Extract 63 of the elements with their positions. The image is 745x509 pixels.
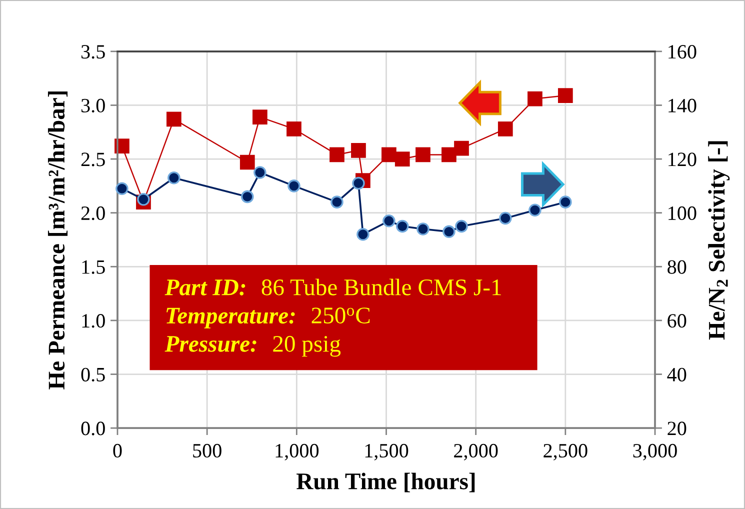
point xyxy=(416,222,430,236)
point xyxy=(166,112,182,127)
x-tick-label: 0 xyxy=(113,444,122,458)
y2-tick-label: 160 xyxy=(668,45,696,59)
point xyxy=(442,225,456,238)
y2-tick-label: 140 xyxy=(668,98,696,112)
x-tick-label: 2,500 xyxy=(544,444,588,460)
point xyxy=(454,140,469,156)
annotation: Pressure: xyxy=(164,336,256,352)
x-tick-label: 1,000 xyxy=(276,444,319,460)
point xyxy=(240,154,255,170)
point xyxy=(288,180,300,192)
point xyxy=(356,228,370,241)
point xyxy=(528,204,542,217)
y-tick-label: 3.0 xyxy=(81,98,105,112)
y2-tick-label: 120 xyxy=(668,152,696,166)
point xyxy=(240,190,254,204)
y-tick-label: 1.0 xyxy=(82,314,105,328)
point xyxy=(351,142,366,158)
point xyxy=(416,147,430,162)
point xyxy=(116,182,128,196)
point xyxy=(137,192,150,206)
y-tick-label: 1.5 xyxy=(82,260,105,274)
annotation: 86 Tube Bundle CMS J-1 xyxy=(262,278,501,296)
y-tick-label: 2.0 xyxy=(81,206,105,220)
x-tick-label: 3,000 xyxy=(633,444,677,460)
x-tick-label: 2,000 xyxy=(454,444,498,460)
point xyxy=(528,91,542,106)
annotation: Part ID: xyxy=(164,280,246,296)
point xyxy=(498,121,513,136)
y-tick-label: 0.0 xyxy=(81,422,105,436)
point xyxy=(396,220,409,233)
point xyxy=(394,152,410,166)
annotation: 20 psig xyxy=(273,336,341,357)
point xyxy=(382,214,396,228)
point xyxy=(330,196,344,208)
y2-tick-label: 40 xyxy=(667,368,686,382)
point xyxy=(382,147,396,162)
y-tick-label: 2.5 xyxy=(81,152,105,166)
y-tick-label: 0.5 xyxy=(81,368,105,382)
point xyxy=(252,110,268,124)
point xyxy=(168,171,180,184)
point xyxy=(455,220,468,233)
point xyxy=(286,121,302,136)
x-tick-label: 1,500 xyxy=(365,444,408,460)
y2-tick-label: 20 xyxy=(668,422,686,436)
x-axis-title: Run Time [hours] xyxy=(296,472,475,492)
y2-axis-title: He/N$_{2}$ Selectivity [-] xyxy=(708,141,730,340)
annotation: 250$^{o}$C xyxy=(312,308,370,324)
y2-tick-label: 80 xyxy=(668,260,686,274)
annotation: Temperature: xyxy=(166,308,295,328)
y2-tick-label: 60 xyxy=(668,314,686,328)
point xyxy=(558,88,573,103)
point xyxy=(352,176,365,190)
y2-tick-label: 100 xyxy=(668,206,696,220)
y-axis-title: He Permeance [m³/m²/hr/bar] xyxy=(48,91,68,390)
point xyxy=(442,147,456,162)
point xyxy=(330,147,344,162)
point xyxy=(254,166,266,179)
point xyxy=(559,196,572,208)
point xyxy=(499,212,512,225)
y-tick-label: 3.5 xyxy=(81,45,105,59)
x-tick-label: 500 xyxy=(193,444,222,458)
